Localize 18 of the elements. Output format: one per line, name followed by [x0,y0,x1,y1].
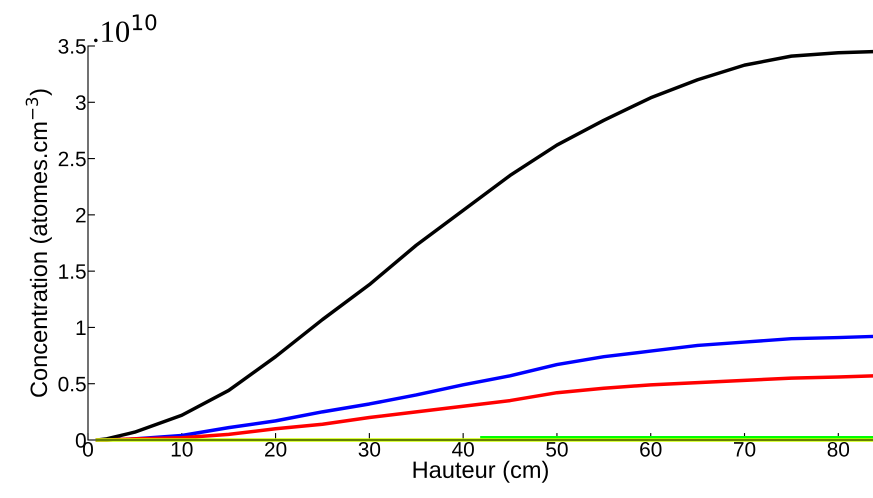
y-tick-label: 2 [76,208,86,222]
y-axis-title: Concentration (atomes.cm$^{−3}$) [26,89,52,397]
x-tick-label: 40 [452,442,474,457]
x-tick-label: 50 [546,442,568,457]
text: .10$^{10}$ [94,14,156,42]
y-tick-label: 1.5 [59,264,86,279]
x-axis-title: Hauteur (cm) [414,460,548,483]
y-tick-label: 0.5 [58,376,86,392]
x-tick-label: 20 [265,442,286,457]
x-tick-label: 60 [640,442,662,457]
y-tick-label: 3.5 [58,39,86,54]
y-tick-label: 1 [76,320,86,335]
y-tick-label: 3 [76,95,86,110]
y-tick-label: 2.5 [58,152,86,166]
x-tick-label: 30 [358,442,380,457]
x-tick-label: 70 [734,442,756,457]
x-tick-label: 10 [172,442,193,457]
x-tick-label: 80 [828,442,850,457]
